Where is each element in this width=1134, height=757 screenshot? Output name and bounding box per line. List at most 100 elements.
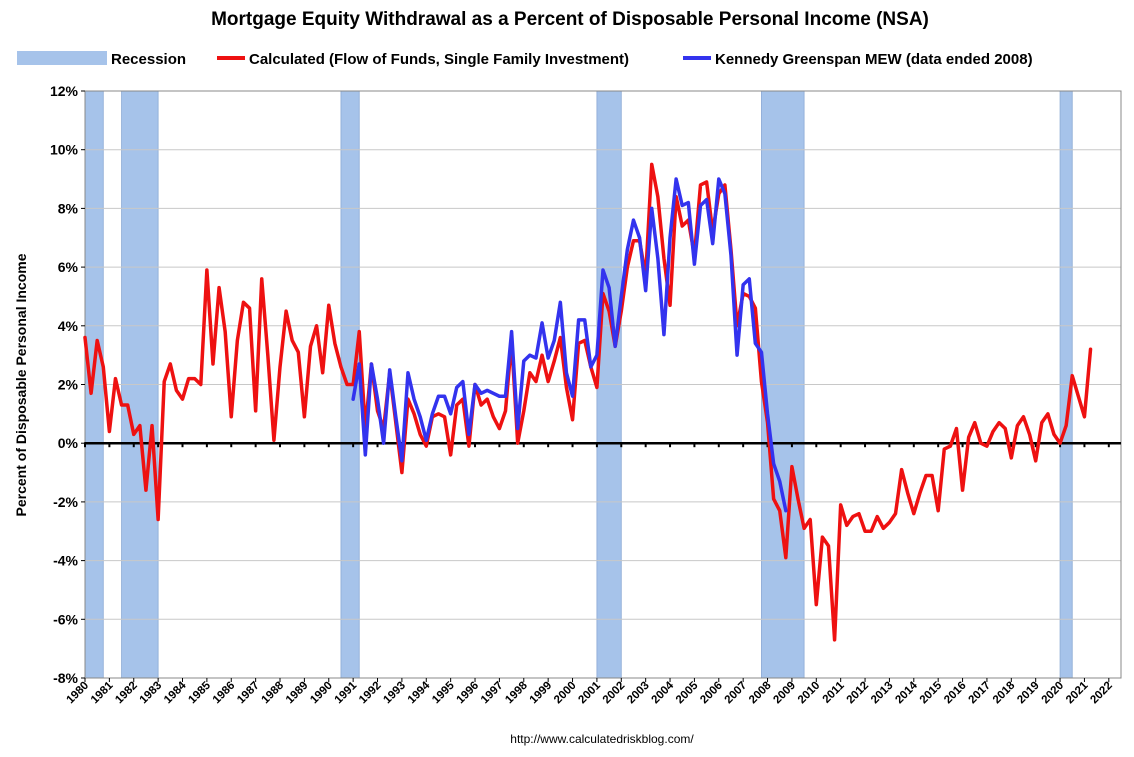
ytick-label-4: 0% bbox=[58, 435, 79, 451]
series-0-point-141 bbox=[943, 448, 946, 450]
xtick-label-2006: 2006 bbox=[698, 680, 725, 707]
series-0-point-148 bbox=[986, 445, 988, 447]
series-0-point-110 bbox=[754, 307, 757, 309]
series-1-point-27 bbox=[516, 427, 519, 430]
xtick-label-2010: 2010 bbox=[796, 680, 823, 707]
series-0-point-29 bbox=[260, 278, 263, 280]
xtick-label-1996: 1996 bbox=[455, 680, 482, 707]
series-1-point-23 bbox=[492, 392, 495, 395]
series-0-point-135 bbox=[906, 492, 909, 494]
series-0-point-130 bbox=[876, 515, 879, 518]
series-0-point-63 bbox=[468, 445, 470, 447]
series-1-point-57 bbox=[699, 204, 702, 207]
xtick-label-1989: 1989 bbox=[284, 680, 311, 707]
xtick-label-1985: 1985 bbox=[186, 679, 213, 706]
series-0-point-69 bbox=[504, 410, 507, 412]
series-0-point-39 bbox=[321, 371, 324, 374]
series-1-point-63 bbox=[736, 354, 738, 356]
series-0-point-117 bbox=[797, 498, 799, 500]
series-0-point-7 bbox=[126, 404, 129, 406]
xtick-label-2015: 2015 bbox=[918, 679, 945, 706]
series-0-point-111 bbox=[760, 380, 763, 383]
series-1-point-21 bbox=[480, 392, 482, 395]
series-1-point-40 bbox=[596, 354, 598, 356]
series-0-point-30 bbox=[267, 354, 269, 356]
series-0-point-86 bbox=[608, 310, 610, 312]
series-1-point-22 bbox=[486, 389, 489, 392]
xtick-label-1986: 1986 bbox=[211, 680, 238, 707]
xtick-label-2009: 2009 bbox=[771, 680, 798, 707]
series-0-point-22 bbox=[218, 286, 220, 289]
series-0-point-164 bbox=[1083, 415, 1086, 418]
series-0-point-59 bbox=[443, 415, 446, 418]
series-0-point-147 bbox=[980, 442, 982, 445]
series-0-point-122 bbox=[827, 545, 830, 547]
series-0-point-0 bbox=[84, 336, 86, 339]
series-1-point-1 bbox=[358, 363, 361, 365]
series-0-point-1 bbox=[90, 392, 92, 395]
legend-recession-label: Recession bbox=[111, 51, 186, 68]
xtick-label-2013: 2013 bbox=[869, 680, 896, 707]
series-0-point-36 bbox=[303, 415, 306, 418]
series-0-point-140 bbox=[937, 509, 939, 512]
series-0-point-12 bbox=[157, 518, 159, 521]
series-0-point-163 bbox=[1077, 395, 1080, 398]
series-1-point-58 bbox=[705, 198, 708, 201]
series-0-point-96 bbox=[669, 304, 671, 307]
ytick-label-2: -4% bbox=[53, 553, 78, 569]
series-0-point-116 bbox=[791, 465, 793, 468]
series-1-point-19 bbox=[468, 433, 470, 436]
series-0-point-153 bbox=[1016, 424, 1019, 427]
ytick-label-1: -6% bbox=[53, 611, 78, 627]
series-0-point-132 bbox=[888, 521, 891, 524]
xtick-label-2018: 2018 bbox=[991, 679, 1018, 706]
series-1-point-42 bbox=[608, 286, 610, 289]
series-1-point-7 bbox=[395, 415, 397, 418]
series-0-point-151 bbox=[1004, 427, 1007, 430]
series-0-point-21 bbox=[212, 363, 214, 365]
y-axis-label: Percent of Disposable Personal Income bbox=[13, 253, 29, 516]
series-0-point-113 bbox=[772, 498, 775, 500]
series-1-point-26 bbox=[510, 330, 513, 333]
series-0-point-155 bbox=[1028, 433, 1031, 436]
series-0-point-8 bbox=[132, 433, 135, 436]
series-1-point-6 bbox=[388, 369, 391, 371]
series-1-point-17 bbox=[455, 386, 458, 389]
series-0-point-45 bbox=[358, 330, 361, 333]
series-1-point-9 bbox=[407, 371, 409, 374]
series-1-point-10 bbox=[413, 398, 415, 400]
xtick-label-2004: 2004 bbox=[650, 679, 677, 706]
series-0-point-41 bbox=[334, 342, 336, 345]
series-0-point-90 bbox=[632, 239, 635, 242]
source-text: http://www.calculatedriskblog.com/ bbox=[510, 732, 694, 746]
series-1-point-48 bbox=[644, 289, 647, 292]
series-0-point-10 bbox=[145, 489, 147, 491]
series-0-point-101 bbox=[699, 184, 702, 186]
series-1-point-0 bbox=[352, 398, 354, 400]
xtick-label-1999: 1999 bbox=[528, 680, 555, 707]
series-1-point-4 bbox=[376, 398, 379, 400]
series-0-point-15 bbox=[175, 389, 178, 392]
series-1-point-64 bbox=[742, 283, 744, 286]
series-1-point-38 bbox=[583, 319, 586, 321]
series-0-point-102 bbox=[705, 181, 708, 183]
series-0-point-19 bbox=[199, 383, 202, 386]
series-0-point-71 bbox=[516, 442, 519, 445]
series-0-point-154 bbox=[1022, 415, 1025, 418]
series-0-point-131 bbox=[882, 527, 885, 530]
series-0-point-144 bbox=[961, 489, 964, 491]
xtick-label-1984: 1984 bbox=[162, 679, 189, 706]
series-0-point-55 bbox=[419, 433, 421, 436]
series-1-point-30 bbox=[535, 357, 537, 359]
xtick-label-2011: 2011 bbox=[821, 679, 848, 706]
xtick-label-1988: 1988 bbox=[260, 679, 287, 706]
x-axis-ticks: 1980198119821983198419851986198719881989… bbox=[65, 678, 1115, 706]
series-0-point-5 bbox=[114, 377, 117, 380]
series-0-point-11 bbox=[151, 424, 153, 427]
xtick-label-1991: 1991 bbox=[333, 679, 360, 706]
series bbox=[83, 162, 1093, 642]
series-1 bbox=[351, 177, 788, 513]
series-0-point-26 bbox=[242, 301, 245, 304]
series-1-point-71 bbox=[785, 509, 787, 512]
